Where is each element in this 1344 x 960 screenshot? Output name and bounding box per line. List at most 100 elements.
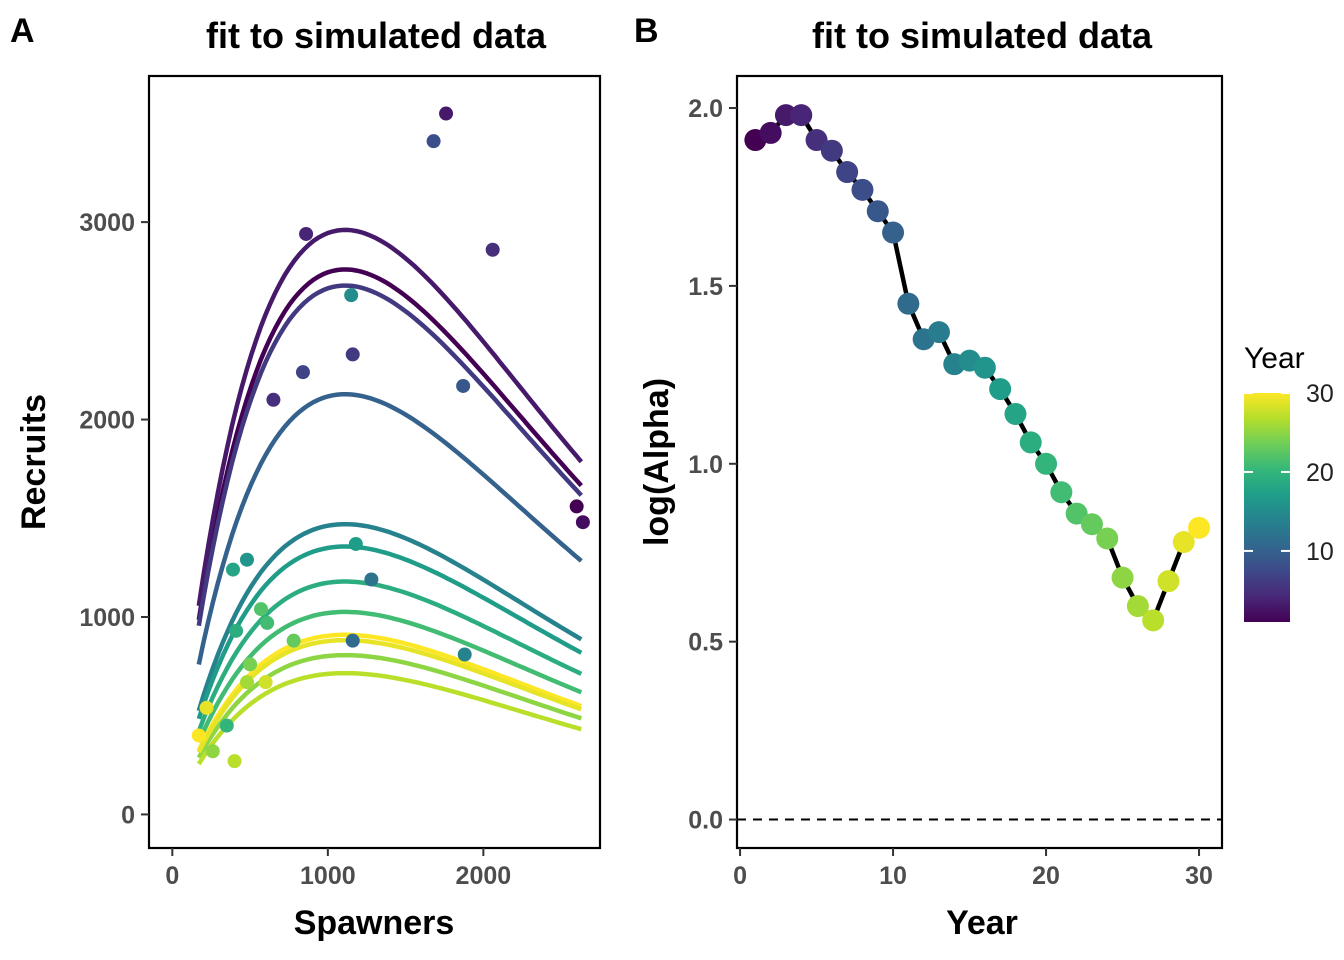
data-point [426,134,441,149]
y-tick-label: 2000 [79,407,135,435]
fit-curve-year-14 [196,521,583,712]
fit-curve-year-30 [196,632,583,752]
data-point-year-16 [973,356,996,379]
data-point [205,744,220,759]
data-point-year-13 [927,321,950,344]
data-point-year-19 [1019,431,1042,454]
data-point [345,347,360,362]
data-point [457,647,472,662]
data-point [364,572,379,587]
fit-curve-year-27 [196,670,582,766]
data-point-year-6 [820,139,843,162]
y-tick-label: 0.5 [688,629,723,657]
data-point [266,392,281,407]
x-tick-label: 0 [733,862,747,890]
panel-a-x-axis-label: Spawners [294,904,455,942]
data-point-year-8 [851,178,874,201]
data-point [260,615,275,630]
panel-a-y-axis: 0 1000 2000 3000 [79,209,149,829]
panel-a-tag: A [10,12,35,50]
legend-title: Year [1244,342,1305,375]
x-tick-label: 30 [1185,862,1213,890]
panel-b-data-points [744,104,1211,632]
data-point [219,718,234,733]
data-point-year-21 [1050,481,1073,504]
data-point [345,633,360,648]
data-point [575,515,590,530]
data-point [439,106,454,121]
fit-curve-year-21 [196,609,583,744]
fit-curve-year-1 [196,267,583,621]
y-tick-label: 1000 [79,604,135,632]
data-point-year-4 [790,104,813,127]
data-point-year-2 [759,121,782,144]
data-point-year-30 [1188,516,1211,539]
y-tick-label: 1.0 [688,451,723,479]
data-point [569,499,584,514]
data-point [344,288,359,303]
data-point-year-3 [774,104,797,127]
data-point [199,700,214,715]
legend-tick-label: 10 [1306,538,1334,566]
data-point [295,365,310,380]
panel-a-fit-curves [196,227,584,766]
legend-tick-label: 30 [1306,380,1334,408]
data-point-year-26 [1126,595,1149,618]
panel-b-x-axis-label: Year [946,904,1018,942]
data-point-year-29 [1172,531,1195,554]
panel-b-title: fit to simulated data [812,15,1153,56]
data-point [239,675,254,690]
data-point-year-18 [1004,402,1027,425]
panel-a-y-axis-label: Recruits [15,394,53,530]
y-tick-label: 0.0 [688,807,723,835]
y-tick-label: 2.0 [688,95,723,123]
data-point-year-7 [836,161,859,184]
data-point-year-28 [1157,570,1180,593]
data-point [253,602,268,617]
panel-a-x-axis: 0 1000 2000 [165,848,511,890]
data-point [239,552,254,567]
panel-b-log-alpha-by-year: fit to simulated data 0 10 20 30 0.0 0.5 1.0 1… [638,15,1224,942]
x-tick-label: 1000 [300,862,356,890]
legend-colorbar [1244,393,1290,622]
data-point-year-25 [1111,566,1134,589]
y-tick-label: 0 [121,801,135,829]
fit-curve-year-10 [196,391,583,665]
data-point [227,754,242,769]
data-point-year-22 [1065,502,1088,525]
fit-curve-year-6 [196,283,583,627]
x-tick-label: 20 [1032,862,1060,890]
fit-curve-year-17 [196,544,583,720]
data-point [191,728,206,743]
year-color-legend: Year 10 20 30 [1244,342,1334,622]
data-point [229,623,244,638]
panel-a-title: fit to simulated data [206,15,547,56]
data-point-year-5 [805,129,828,152]
data-point-year-17 [989,378,1012,401]
panel-b-plot-border [735,74,1224,850]
data-point [299,226,314,241]
fit-curve-year-3 [196,227,584,607]
data-point [348,536,363,551]
y-tick-label: 1.5 [688,273,723,301]
data-point-year-24 [1096,527,1119,550]
panel-b-y-axis: 0.0 0.5 1.0 1.5 2.0 [688,95,737,835]
y-tick-label: 3000 [79,209,135,237]
data-point-year-23 [1080,513,1103,536]
data-point-year-9 [866,200,889,223]
panel-b-y-axis-label: log(Alpha) [638,378,676,546]
data-point-year-10 [882,221,905,244]
x-tick-label: 2000 [456,862,512,890]
data-point [456,378,471,393]
x-tick-label: 10 [879,862,907,890]
data-point [258,675,273,690]
data-point-year-27 [1142,609,1165,632]
panel-a-plot-border [147,74,602,850]
panel-b-tag: B [634,12,659,50]
data-point [485,242,500,257]
data-point [286,633,301,648]
data-point-year-11 [897,292,920,315]
panel-a-data-points [191,106,590,769]
x-tick-label: 0 [165,862,179,890]
